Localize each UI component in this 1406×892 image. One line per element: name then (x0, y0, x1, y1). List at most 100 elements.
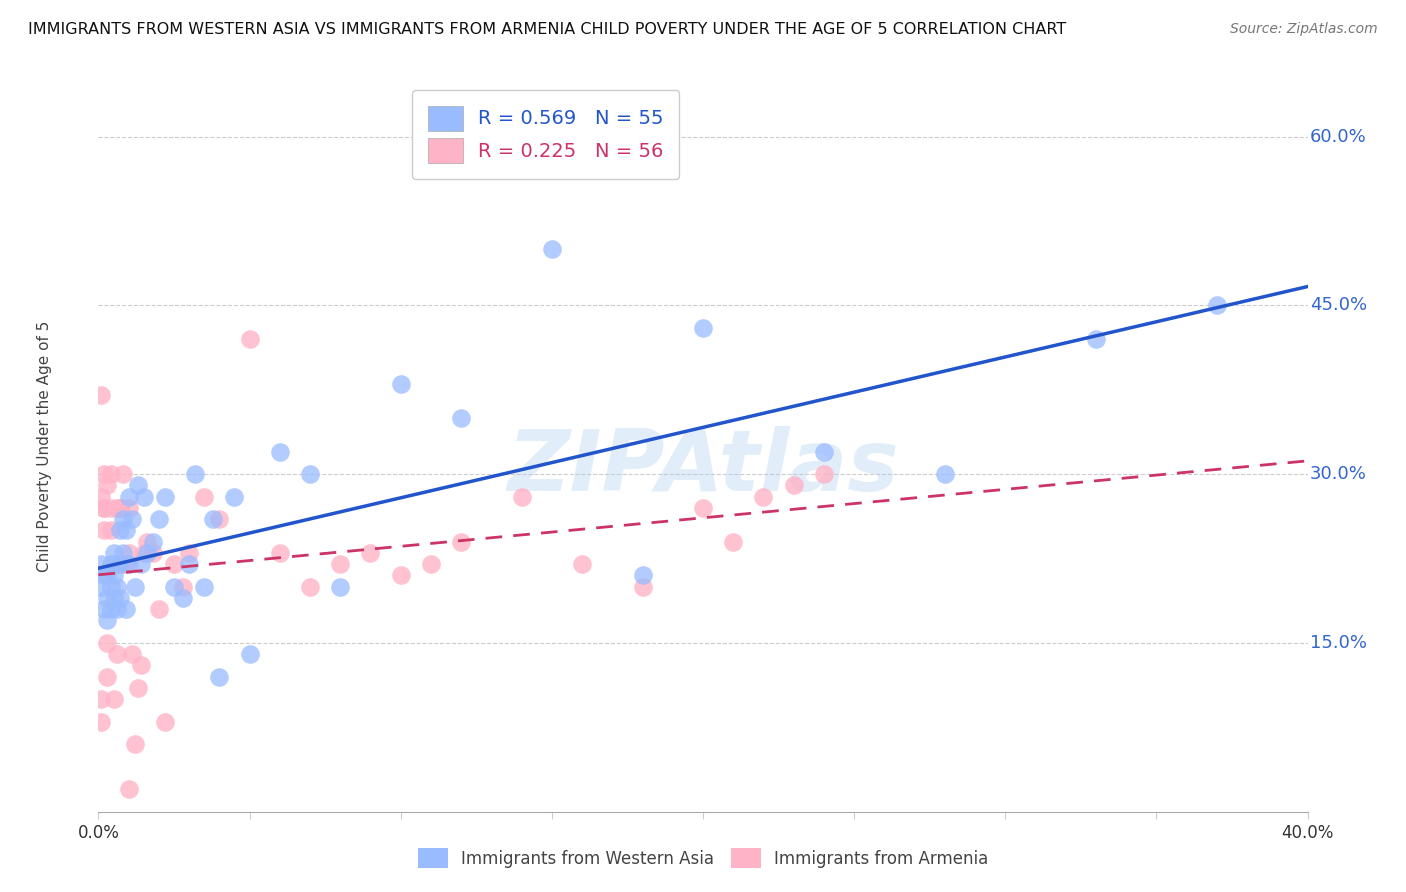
Point (202, 512, 225, 526)
Point (90, 557, 112, 571)
Text: 45.0%: 45.0% (1310, 296, 1367, 314)
Point (90, 714, 112, 729)
Point (100, 500, 122, 515)
Point (90, 388, 112, 402)
Point (111, 467, 134, 482)
Point (90, 692, 112, 706)
Legend: Immigrants from Western Asia, Immigrants from Armenia: Immigrants from Western Asia, Immigrants… (409, 839, 997, 877)
Point (132, 490, 155, 504)
Point (224, 490, 246, 504)
Point (269, 546, 291, 560)
Point (93, 568, 115, 582)
Point (142, 546, 165, 560)
Point (419, 557, 441, 571)
Text: 60.0%: 60.0% (1310, 128, 1367, 145)
Point (299, 580, 322, 594)
Point (148, 602, 170, 616)
Point (148, 512, 170, 526)
Point (163, 557, 186, 571)
Point (90, 490, 112, 504)
Point (193, 580, 215, 594)
Point (782, 478, 804, 492)
Point (1206, 298, 1229, 312)
Point (193, 490, 215, 504)
Point (360, 546, 382, 560)
Point (90, 580, 112, 594)
Text: 15.0%: 15.0% (1310, 634, 1367, 652)
Point (132, 546, 155, 560)
Point (135, 546, 157, 560)
Point (108, 500, 131, 515)
Point (96, 636, 118, 650)
Point (153, 490, 176, 504)
Point (108, 500, 131, 515)
Point (389, 568, 412, 582)
Point (105, 557, 128, 571)
Text: IMMIGRANTS FROM WESTERN ASIA VS IMMIGRANTS FROM ARMENIA CHILD POVERTY UNDER THE : IMMIGRANTS FROM WESTERN ASIA VS IMMIGRAN… (28, 22, 1066, 37)
Point (100, 524, 122, 538)
Point (111, 557, 134, 571)
Point (93, 524, 115, 538)
Point (1085, 332, 1108, 346)
Point (269, 444, 291, 458)
Point (96, 614, 118, 628)
Point (108, 524, 131, 538)
Point (692, 500, 714, 515)
Point (105, 580, 128, 594)
Point (510, 490, 533, 504)
Point (631, 568, 654, 582)
Point (96, 670, 118, 684)
Point (239, 647, 262, 661)
Point (118, 490, 141, 504)
Point (105, 602, 128, 616)
Point (127, 681, 149, 695)
Point (631, 580, 654, 594)
Point (177, 557, 201, 571)
Point (105, 500, 128, 515)
Point (299, 467, 322, 482)
Point (208, 670, 231, 684)
Point (93, 602, 115, 616)
Text: Source: ZipAtlas.com: Source: ZipAtlas.com (1230, 22, 1378, 37)
Point (329, 557, 352, 571)
Point (100, 602, 122, 616)
Point (329, 580, 352, 594)
Point (239, 332, 262, 346)
Point (184, 467, 207, 482)
Point (813, 467, 835, 482)
Point (103, 591, 125, 605)
Point (571, 557, 593, 571)
Point (163, 580, 186, 594)
Point (540, 242, 562, 256)
Point (121, 647, 143, 661)
Point (103, 568, 125, 582)
Point (813, 444, 835, 458)
Point (118, 500, 141, 515)
Text: 30.0%: 30.0% (1310, 465, 1367, 483)
Point (100, 557, 122, 571)
Point (96, 478, 118, 492)
Point (127, 478, 149, 492)
Point (389, 377, 412, 392)
Point (177, 546, 201, 560)
Point (111, 512, 134, 526)
Point (721, 534, 744, 549)
Point (118, 557, 141, 571)
Text: Child Poverty Under the Age of 5: Child Poverty Under the Age of 5 (37, 320, 52, 572)
Point (129, 658, 152, 673)
Point (100, 580, 122, 594)
Point (103, 546, 125, 560)
Point (93, 500, 115, 515)
Point (118, 782, 141, 797)
Text: ZIPAtlas: ZIPAtlas (508, 426, 898, 509)
Point (103, 557, 125, 571)
Point (114, 557, 136, 571)
Point (752, 490, 775, 504)
Point (208, 512, 231, 526)
Point (96, 568, 118, 582)
Point (121, 512, 143, 526)
Point (135, 534, 157, 549)
Point (103, 692, 125, 706)
Point (118, 546, 141, 560)
Point (153, 714, 176, 729)
